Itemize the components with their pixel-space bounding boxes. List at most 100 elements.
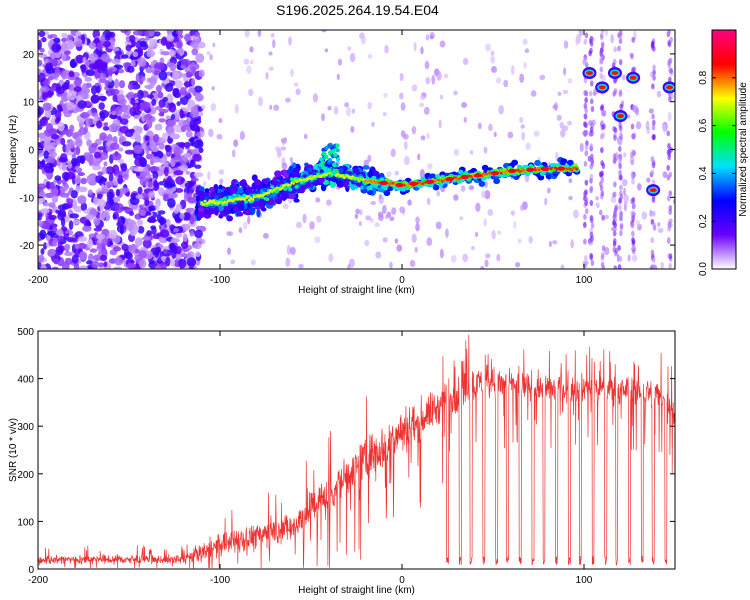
heatmap-cell [151, 98, 157, 106]
heatmap-cell [232, 193, 237, 197]
heatmap-cell [306, 177, 310, 180]
heatmap-cell [137, 89, 144, 100]
heatmap-cell [209, 202, 214, 206]
heatmap-cell [383, 189, 391, 197]
heatmap-cell [233, 139, 239, 147]
heatmap-cell [230, 259, 236, 265]
heatmap-cell [192, 153, 202, 162]
heatmap-cell [331, 148, 336, 154]
heatmap-cell [490, 55, 495, 64]
heatmap-cell [286, 245, 291, 255]
heatmap-cell [137, 57, 147, 67]
y-tick-label: -20 [20, 241, 35, 252]
heatmap-cell [88, 118, 95, 126]
heatmap-cell [41, 36, 47, 43]
heatmap-cell [583, 160, 588, 167]
heatmap-cell [155, 202, 160, 212]
heatmap-cell [178, 258, 187, 269]
heatmap-cell [80, 202, 88, 212]
heatmap-cell [124, 149, 135, 155]
heatmap-cell [426, 197, 431, 206]
heatmap-cell [288, 183, 292, 187]
heatmap-feature [611, 71, 619, 76]
heatmap-cell [96, 120, 103, 129]
heatmap-cell [126, 222, 134, 232]
heatmap-cell [358, 221, 362, 227]
heatmap-cell [103, 209, 110, 218]
heatmap-cell [209, 54, 213, 61]
heatmap-cell [370, 200, 377, 206]
heatmap-cell [619, 212, 623, 219]
heatmap-cell [114, 170, 124, 176]
heatmap-cell [590, 157, 594, 164]
heatmap-cell [570, 168, 574, 172]
heatmap-cell [491, 230, 496, 240]
x-tick-label: 100 [576, 575, 593, 586]
heatmap-cell [179, 164, 189, 172]
heatmap-cell [283, 187, 288, 191]
heatmap-cell [92, 112, 99, 118]
heatmap-cell [347, 263, 351, 269]
heatmap-cell [82, 225, 92, 232]
heatmap-cell [164, 82, 174, 92]
colorbar-tick-label: 0.6 [698, 118, 709, 132]
heatmap-cell [218, 118, 223, 124]
heatmap-cell [250, 259, 256, 266]
heatmap-cell [54, 109, 62, 119]
heatmap-cell [121, 54, 129, 59]
heatmap-cell [144, 113, 153, 120]
heatmap-cell [189, 229, 195, 237]
heatmap-cell [583, 190, 587, 197]
heatmap-cell [589, 40, 594, 47]
y-tick-label: 100 [17, 517, 34, 528]
heatmap-cell [170, 258, 176, 267]
heatmap-cell [157, 91, 164, 99]
heatmap-cell [163, 166, 169, 177]
heatmap-cell [584, 179, 589, 186]
heatmap-cell [618, 145, 622, 152]
heatmap-cell [104, 80, 109, 87]
heatmap-cell [184, 182, 194, 189]
y-tick-label: 0 [28, 565, 34, 576]
heatmap-cell [420, 46, 424, 55]
heatmap-layer [38, 30, 675, 269]
heatmap-cell [631, 248, 636, 255]
heatmap-cell [117, 158, 124, 164]
heatmap-cell [77, 186, 88, 193]
heatmap-cell [414, 246, 418, 253]
heatmap-cell [274, 146, 281, 152]
heatmap-cell [95, 233, 106, 240]
heatmap-cell [268, 51, 273, 56]
heatmap-cell [557, 91, 562, 97]
heatmap-cell [324, 145, 329, 150]
heatmap-cell [546, 187, 551, 194]
heatmap-cell [246, 65, 252, 74]
heatmap-cell [158, 112, 165, 117]
heatmap-cell [350, 125, 355, 133]
heatmap-cell [53, 258, 60, 265]
heatmap-cell [668, 96, 672, 103]
heatmap-cell [59, 192, 70, 198]
heatmap-cell [141, 236, 151, 241]
heatmap-cell [327, 168, 332, 173]
heatmap-cell [245, 186, 253, 193]
heatmap-cell [379, 180, 388, 186]
heatmap-cell [613, 156, 617, 163]
heatmap-cell [583, 238, 587, 245]
heatmap-cell [424, 60, 430, 70]
heatmap-cell [209, 186, 215, 192]
heatmap-cell [112, 214, 117, 220]
heatmap-cell [248, 88, 254, 97]
heatmap-cell [168, 102, 177, 113]
heatmap-cell [584, 196, 589, 203]
heatmap-cell [218, 169, 225, 175]
heatmap-cell [68, 71, 75, 78]
heatmap-cell [611, 192, 616, 199]
heatmap-cell [652, 69, 656, 76]
snr-series-line [38, 334, 675, 569]
heatmap-cell [439, 40, 446, 48]
heatmap-cell [134, 167, 144, 172]
heatmap-cell [342, 180, 350, 187]
heatmap-cell [126, 263, 136, 269]
